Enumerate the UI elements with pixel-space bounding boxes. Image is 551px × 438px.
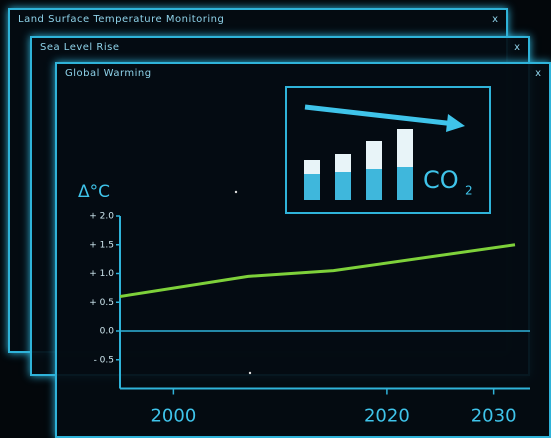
data-line [119,243,516,298]
y-tick-label: + 1.5 [89,240,114,250]
inset-label: CO [423,166,459,194]
window-title: Global Warming [65,68,152,79]
y-tick-label: + 1.0 [89,269,114,279]
star [234,190,238,194]
window-title: Land Surface Temperature Monitoring [18,14,225,25]
y-tick-label: + 2.0 [89,212,114,222]
icon-bar [335,154,351,172]
star [248,371,252,375]
window-title: Sea Level Rise [40,42,120,53]
icon-bar [304,160,320,174]
arrow [304,104,456,127]
inset-subscript: 2 [465,184,473,198]
icon-bar [366,141,382,169]
close-button[interactable]: x [535,68,541,79]
y-tick-label: + 0.5 [89,298,114,308]
y-tick-label: - 0.5 [94,355,114,365]
co2-inset: CO 2 [285,86,491,214]
x-tick-label: 2020 [364,406,410,427]
x-tick-label: 2030 [471,406,517,427]
y-axis-label: Δ°C [78,182,110,202]
close-button[interactable]: x [514,42,520,53]
icon-bar [397,129,413,167]
arrow-head [446,114,465,132]
close-button[interactable]: x [492,14,498,25]
inset-frame [285,86,491,214]
y-tick-label: 0.0 [100,327,115,337]
x-tick-label: 2000 [150,406,196,427]
